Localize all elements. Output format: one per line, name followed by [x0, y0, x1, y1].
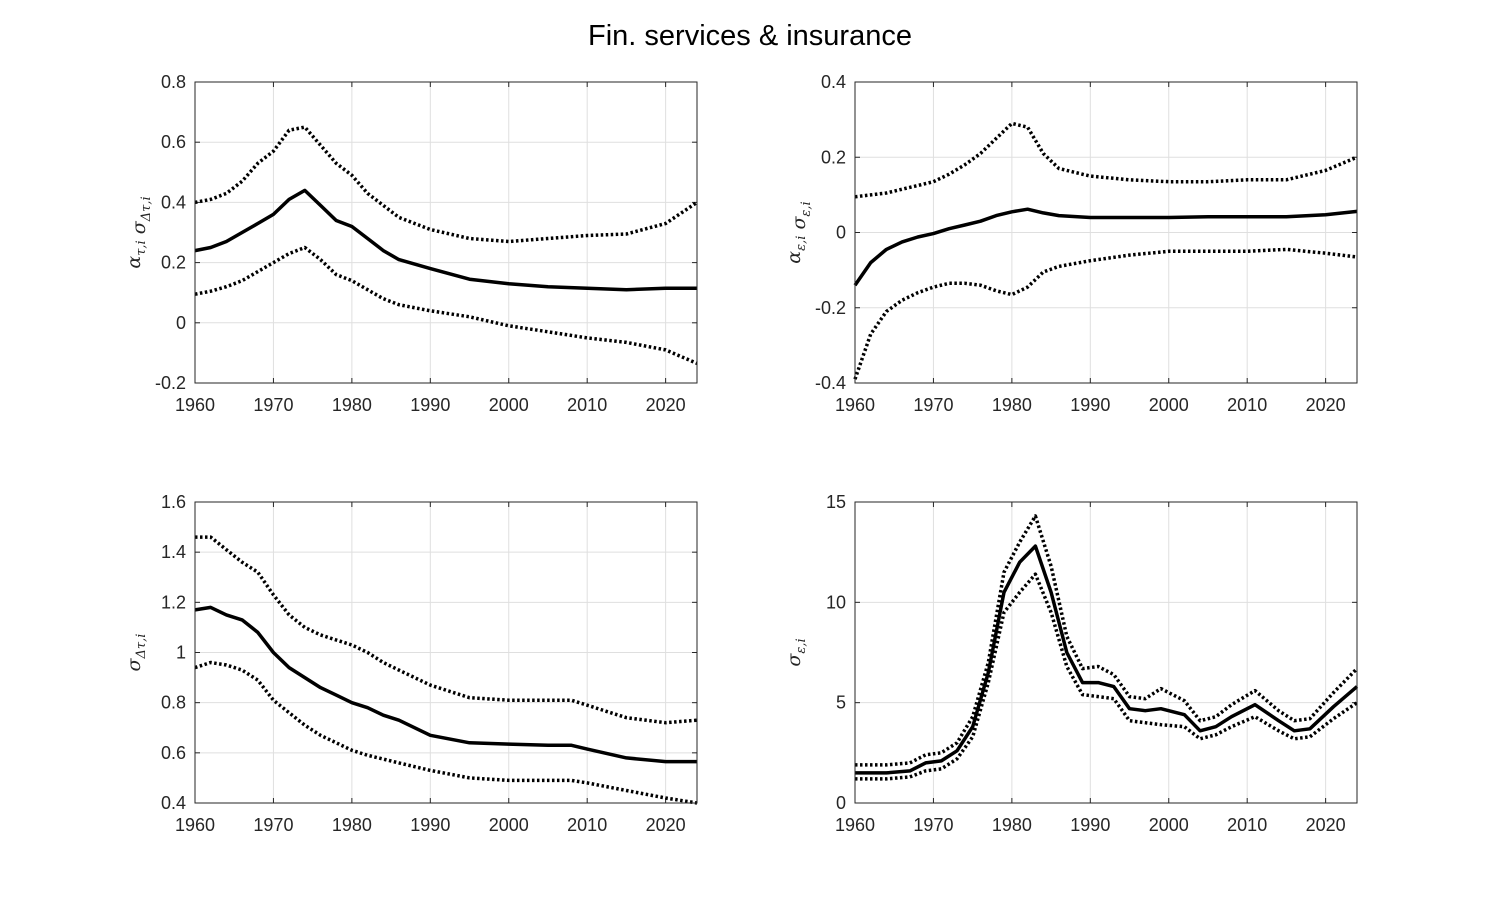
- y-tick-label: 0.4: [821, 72, 846, 92]
- y-tick-label: 15: [826, 492, 846, 512]
- chart-panel-bottom-left: 1960 1970 1980 1990 2000 2010 2020 0.4 0.6 0.8 1 1.…: [123, 492, 698, 835]
- x-tick-label: 1960: [175, 815, 215, 835]
- chart-panel-bottom-right: 1960 1970 1980 1990 2000 2010 2020 0 5 10 15 σε,i: [783, 492, 1359, 835]
- series-line-band-2: [855, 572, 1358, 781]
- x-tick-label: 2010: [1227, 815, 1267, 835]
- x-tick-label: 2010: [567, 395, 607, 415]
- x-tick-label: 1960: [835, 395, 875, 415]
- x-tick-label: 1980: [332, 395, 372, 415]
- chart-panel-top-left: 1960 1970 1980 1990 2000 2010 2020 -0.2 0 0.2 0.4 0…: [123, 72, 698, 415]
- series-line-estimate: [194, 188, 697, 292]
- y-tick-label: 1.6: [161, 492, 186, 512]
- axes-box: [194, 81, 698, 384]
- x-tick-label: 1980: [992, 815, 1032, 835]
- series-line-band-2: [194, 660, 698, 805]
- x-tick-label: 1990: [1070, 395, 1110, 415]
- x-tick-label: 2000: [489, 815, 529, 835]
- y-tick-label: 0: [176, 313, 186, 333]
- y-tick-label: 0.2: [161, 253, 186, 273]
- x-tick-label: 1970: [913, 815, 953, 835]
- y-tick-label: 0: [836, 223, 846, 243]
- y-axis-label: αε,i σε,i: [783, 201, 814, 263]
- x-tick-label: 1980: [992, 395, 1032, 415]
- x-tick-label: 1990: [410, 815, 450, 835]
- series-line-estimate: [853, 207, 1358, 287]
- x-tick-label: 1970: [913, 395, 953, 415]
- x-tick-label: 2010: [1227, 395, 1267, 415]
- y-axis-label: ατ,i σΔτ,i: [123, 196, 154, 268]
- chart-panel-top-right: 1960 1970 1980 1990 2000 2010 2020 -0.4 -0.2 0 0.2…: [783, 72, 1358, 415]
- series-line-estimate: [194, 605, 697, 764]
- y-tick-label: 1: [176, 643, 186, 663]
- x-tick-label: 2000: [1149, 395, 1189, 415]
- x-tick-label: 2020: [646, 815, 686, 835]
- y-tick-label: 10: [826, 592, 846, 612]
- x-tick-label: 1970: [253, 395, 293, 415]
- y-tick-label: -0.2: [815, 298, 846, 318]
- y-tick-label: 0.6: [161, 743, 186, 763]
- y-tick-label: 0.4: [161, 192, 186, 212]
- plot-area: [855, 502, 1357, 803]
- x-tick-label: 2000: [1149, 815, 1189, 835]
- series-line-band-1: [855, 514, 1359, 767]
- x-tick-label: 2020: [1306, 815, 1346, 835]
- series-line-band-1: [854, 121, 1358, 199]
- x-tick-label: 1970: [253, 815, 293, 835]
- y-axis-label: σΔτ,i: [123, 634, 149, 672]
- axes-box: [194, 501, 698, 804]
- x-tick-label: 1980: [332, 815, 372, 835]
- y-tick-label: 0.8: [161, 693, 186, 713]
- plot-area: [195, 82, 697, 383]
- y-tick-label: 0.2: [821, 147, 846, 167]
- x-tick-label: 1960: [175, 395, 215, 415]
- x-tick-label: 2000: [489, 395, 529, 415]
- y-tick-label: 1.4: [161, 542, 186, 562]
- x-tick-label: 1990: [1070, 815, 1110, 835]
- y-axis-label: σε,i: [783, 638, 809, 666]
- y-tick-label: -0.2: [155, 373, 186, 393]
- x-tick-label: 2020: [1306, 395, 1346, 415]
- figure-title: Fin. services & insurance: [588, 20, 912, 52]
- y-tick-label: -0.4: [815, 373, 846, 393]
- x-tick-label: 1990: [410, 395, 450, 415]
- y-tick-label: 0.4: [161, 793, 186, 813]
- series-line-estimate: [855, 544, 1359, 775]
- x-tick-label: 2020: [646, 395, 686, 415]
- axes-box: [854, 81, 1358, 384]
- y-tick-label: 0: [836, 793, 846, 813]
- series-line-band-1: [195, 535, 698, 725]
- series-line-band-1: [194, 125, 698, 244]
- y-tick-label: 5: [836, 693, 846, 713]
- y-tick-label: 0.6: [161, 132, 186, 152]
- x-tick-label: 2010: [567, 815, 607, 835]
- x-tick-label: 1960: [835, 815, 875, 835]
- axes-box: [854, 501, 1358, 804]
- y-tick-label: 1.2: [161, 592, 186, 612]
- y-tick-label: 0.8: [161, 72, 186, 92]
